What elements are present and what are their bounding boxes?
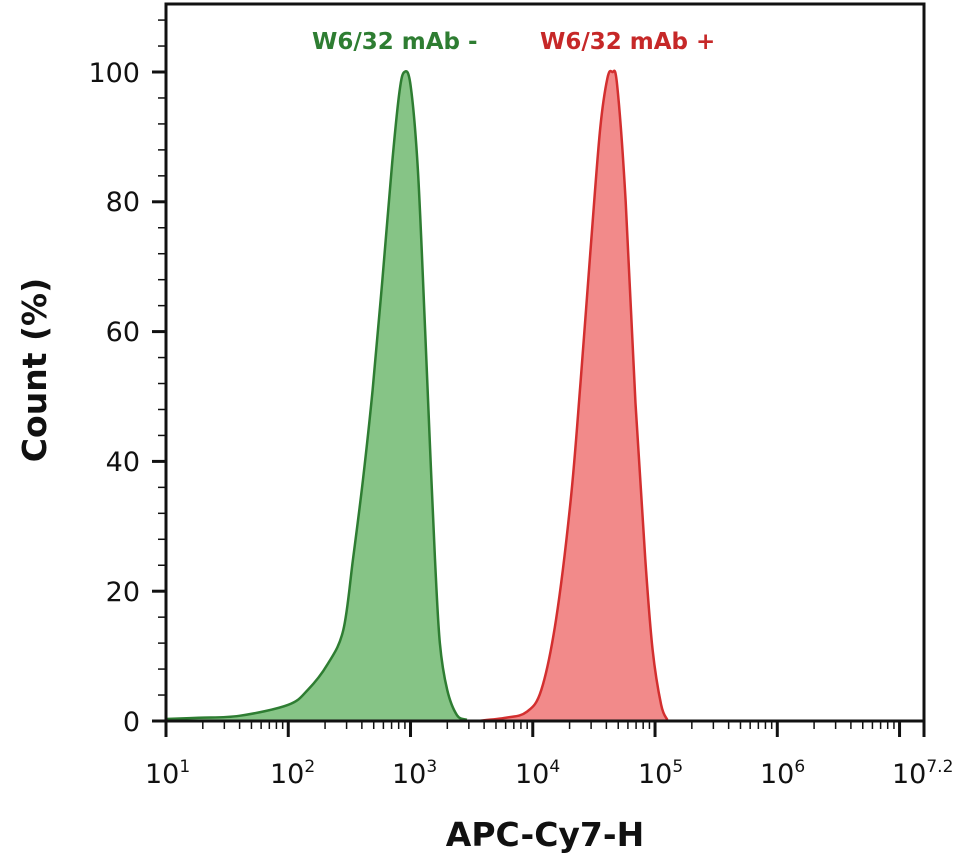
x-tick-4: 104 xyxy=(515,757,560,790)
positive-histogram-outline xyxy=(476,69,669,723)
legend-label-positive: W6/32 mAb + xyxy=(540,29,715,55)
x-tick-2: 102 xyxy=(270,757,315,790)
x-tick-5: 105 xyxy=(638,757,683,790)
negative-histogram-outline xyxy=(165,70,468,721)
y-tick-20: 20 xyxy=(106,577,140,608)
x-tick-6: 106 xyxy=(760,757,805,790)
x-axis-title: APC-Cy7-H xyxy=(446,815,644,854)
y-axis-title: Count (%) xyxy=(15,278,54,462)
plot-frame xyxy=(164,2,926,723)
x-tick-1: 101 xyxy=(145,757,190,790)
y-tick-labels: 0 20 40 60 80 100 xyxy=(88,58,140,738)
positive-histogram-fill xyxy=(476,70,668,721)
negative-histogram-fill xyxy=(166,71,467,721)
y-tick-0: 0 xyxy=(123,707,140,738)
x-tick-7-2: 107.2 xyxy=(892,757,953,790)
series-layer xyxy=(165,69,669,723)
tick-layer xyxy=(152,19,926,737)
y-tick-40: 40 xyxy=(106,447,140,478)
y-tick-100: 100 xyxy=(88,58,140,89)
legend-label-negative: W6/32 mAb - xyxy=(312,29,478,55)
x-tick-labels: 101 102 103 104 105 106 107.2 xyxy=(145,757,953,790)
x-tick-3: 103 xyxy=(392,757,437,790)
y-tick-80: 80 xyxy=(106,187,140,218)
y-tick-60: 60 xyxy=(106,317,140,348)
